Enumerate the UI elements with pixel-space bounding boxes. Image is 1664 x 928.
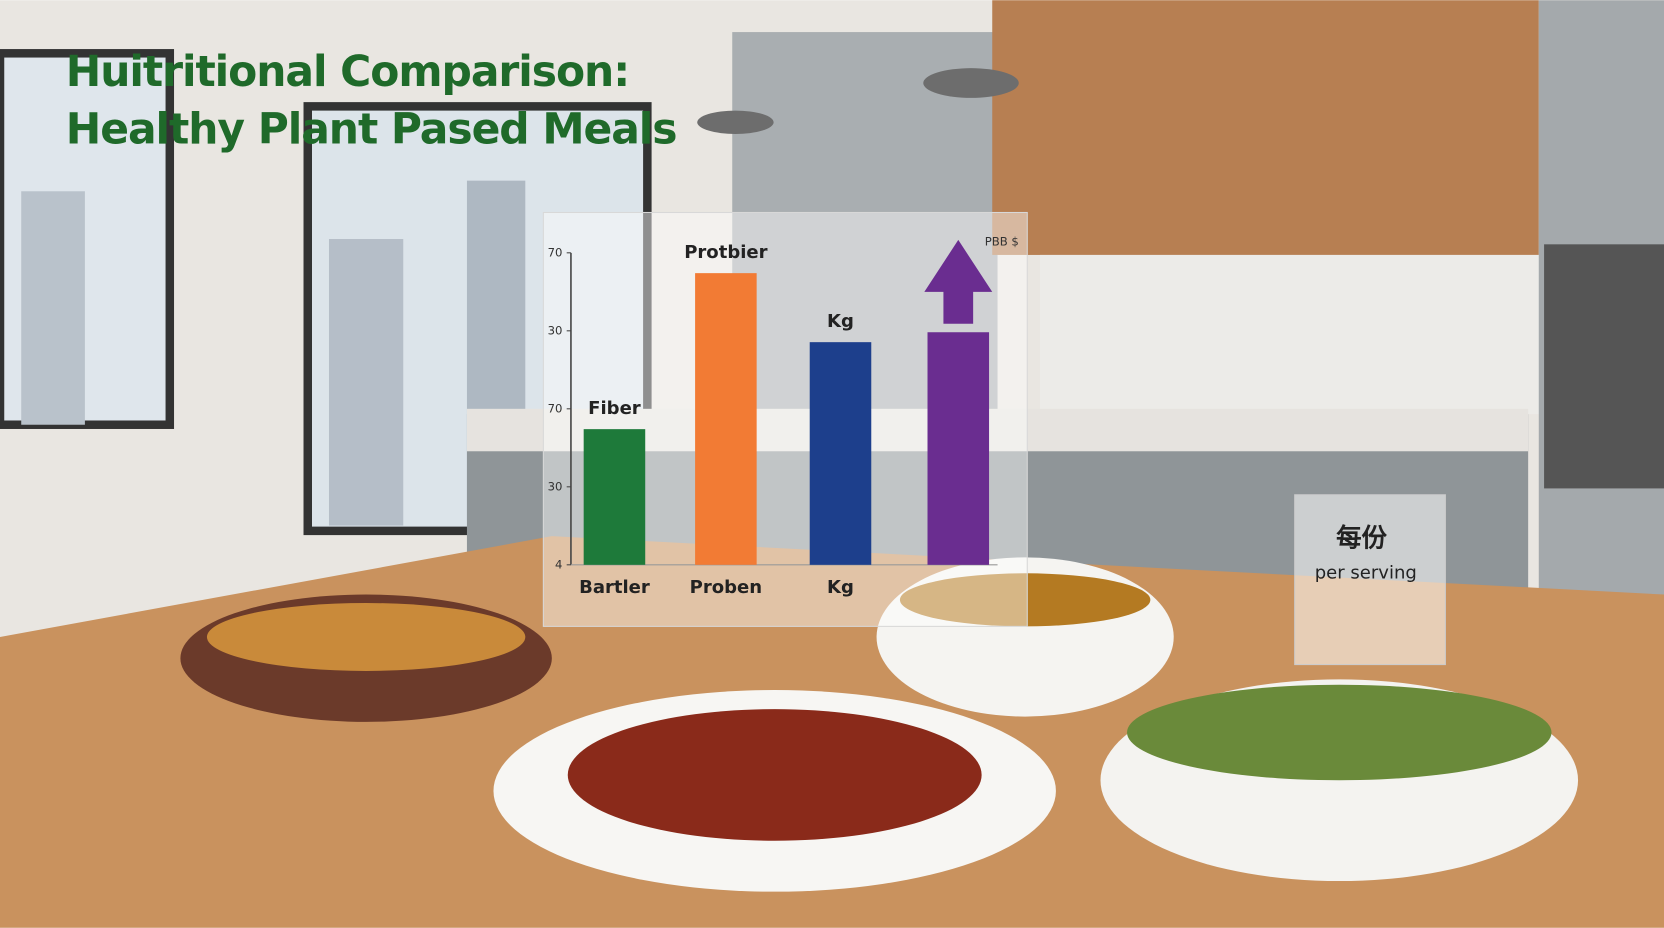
wood-cabinet [992, 0, 1539, 255]
bar-label: Fiber [588, 398, 641, 419]
bar-label: Kg [827, 311, 854, 332]
bar-label: Protbier [684, 242, 767, 263]
building [328, 239, 404, 526]
building [21, 191, 85, 425]
chart-subtitle: Healthy Plant Pased Meals [66, 105, 677, 154]
backsplash [1040, 254, 1539, 415]
salad [1127, 684, 1552, 781]
y-tick-label: 4 [555, 557, 562, 571]
bar [583, 429, 646, 565]
x-tick-label: Bartler [579, 577, 650, 598]
chart-title: Huitritional Comparison: [66, 48, 629, 97]
x-tick-label: Proben [690, 577, 762, 598]
stew [206, 603, 526, 671]
y-tick-label: 70 [548, 401, 563, 415]
lamp [923, 68, 1019, 98]
y-tick-label: 30 [548, 479, 563, 493]
oven [1544, 244, 1664, 489]
annotation: PBB $ [985, 235, 1019, 249]
serving-sign [1294, 494, 1446, 666]
bar [695, 273, 757, 565]
bar [927, 332, 990, 565]
y-tick-label: 70 [548, 245, 563, 259]
x-tick-label: Kg [827, 577, 854, 598]
y-tick-label: 30 [548, 323, 563, 337]
sign-text: 每份 [1336, 523, 1387, 553]
arrow [924, 239, 993, 324]
bar [809, 342, 872, 565]
sign-text: per serving [1315, 562, 1417, 583]
lamp [697, 110, 774, 134]
beans [567, 709, 982, 841]
soup [899, 573, 1151, 627]
